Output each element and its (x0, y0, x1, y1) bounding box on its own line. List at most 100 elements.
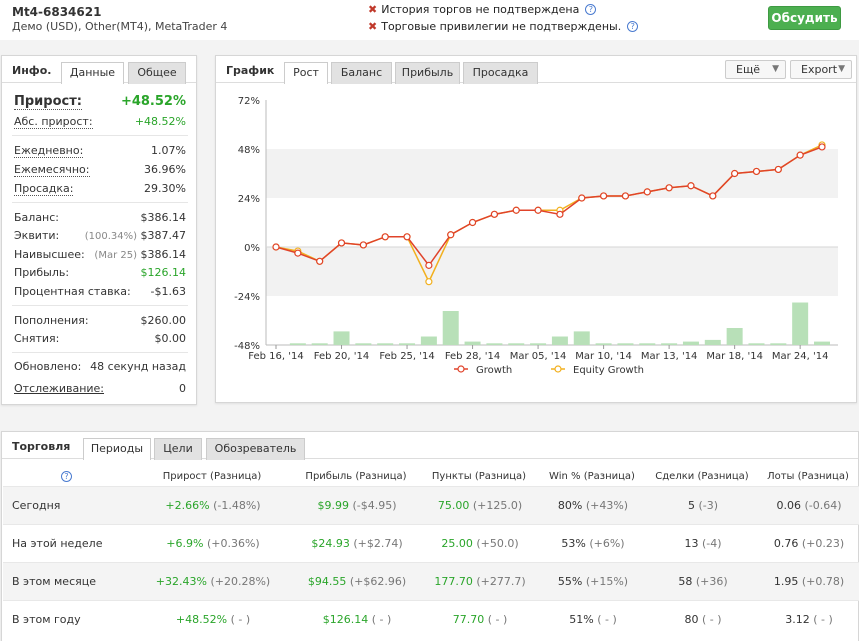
deposits-value: $260.00 (140, 314, 187, 327)
volume-bar (748, 343, 765, 345)
volume-bar (530, 343, 547, 345)
info-title: Инфо. (12, 64, 52, 77)
equity-label: Эквити: (14, 229, 60, 242)
cell-win: 53% (+6%) (523, 537, 663, 550)
cell-profit: $94.55 (+$62.96) (287, 575, 427, 588)
profit-diff: (-$4.95) (352, 499, 397, 512)
x-tick-label: Mar 10, '14 (575, 351, 632, 362)
divider (12, 352, 188, 353)
account-header: Mt4-6834621 Демо (USD), Other(MT4), Meta… (0, 0, 859, 40)
equity-value: $387.47 (140, 229, 187, 242)
cross-icon: ✖ (368, 20, 378, 33)
cell-lots: 1.95 (+0.78) (739, 575, 859, 588)
series-point (403, 233, 411, 241)
gain-label: Прирост: (14, 94, 82, 110)
col-lots: Лоты (Разница) (767, 471, 849, 482)
profit-diff: (+$62.96) (349, 575, 407, 588)
period-label: В этом месяце (12, 575, 96, 588)
updated-label: Обновлено: (14, 360, 82, 373)
col-gain: Прирост (Разница) (162, 471, 262, 482)
profit-value: $9.99 (317, 499, 349, 512)
highest-label: Наивысшее: (14, 248, 85, 261)
account-subtitle: Демо (USD), Other(MT4), MetaTrader 4 (12, 20, 228, 33)
period-label: В этом году (12, 613, 81, 626)
tab-growth[interactable]: Рост (284, 62, 328, 84)
tab-data[interactable]: Данные (61, 62, 124, 84)
discuss-button[interactable]: Обсудить (768, 6, 841, 30)
trades-diff: ( - ) (701, 613, 722, 626)
volume-bar (420, 336, 437, 345)
series-point (796, 151, 804, 159)
series-point (556, 210, 564, 218)
volume-bar (486, 343, 503, 345)
trades-diff: (+36) (695, 575, 728, 588)
trades-value: 80 (684, 613, 699, 626)
volume-bar (661, 343, 678, 345)
tab-balance[interactable]: Баланс (331, 62, 392, 84)
x-tick-label: Mar 05, '14 (510, 351, 567, 362)
tab-browser[interactable]: Обозреватель (206, 438, 305, 460)
tab-general[interactable]: Общее (128, 62, 186, 84)
help-icon[interactable]: ? (585, 4, 597, 15)
chevron-down-icon: ▼ (838, 64, 845, 74)
profit-value: $126.14 (140, 266, 187, 279)
gain-diff: ( - ) (230, 613, 251, 626)
export-dropdown[interactable]: Export ▼ (790, 60, 852, 79)
tracking-link[interactable]: Отслеживание: (14, 382, 105, 395)
export-label: Export (801, 63, 838, 76)
tab-goals[interactable]: Цели (154, 438, 202, 460)
volume-bar (399, 343, 416, 345)
monthly-label: Ежемесячно: (14, 163, 90, 177)
graph-title: График (226, 64, 275, 77)
x-tick-label: Mar 13, '14 (641, 351, 698, 362)
volume-bar (639, 343, 656, 345)
series-point (600, 192, 608, 200)
col-win: Win % (Разница) (549, 471, 635, 482)
col-pips: Пункты (Разница) (431, 471, 527, 482)
cell-pips: 75.00 (+125.0) (410, 499, 550, 512)
cell-profit: $9.99 (-$4.95) (287, 499, 427, 512)
balance-value: $386.14 (140, 211, 187, 224)
tab-profit[interactable]: Прибыль (395, 62, 460, 84)
highest-value: $386.14 (140, 248, 187, 261)
cell-pips: 25.00 (+50.0) (410, 537, 550, 550)
cell-gain: +48.52% ( - ) (143, 613, 283, 626)
info-panel: Инфо. Данные Общее Прирост: +48.52% Абс.… (1, 55, 197, 405)
x-tick-label: Feb 25, '14 (379, 351, 434, 362)
interest-value: -$1.63 (150, 285, 186, 298)
series-point (578, 194, 586, 202)
trades-value: 13 (684, 537, 699, 550)
help-icon[interactable]: ? (627, 21, 639, 32)
series-point (665, 184, 673, 192)
cell-win: 51% ( - ) (523, 613, 663, 626)
volume-bar (704, 339, 721, 345)
win-value: 53% (561, 537, 586, 550)
profit-value: $94.55 (307, 575, 347, 588)
warning-history: ✖ История торгов не подтверждена? (368, 3, 597, 16)
series-point (818, 143, 826, 151)
profit-diff: (+$2.74) (353, 537, 403, 550)
cell-gain: +32.43% (+20.28%) (143, 575, 283, 588)
gain-diff: (+0.36%) (206, 537, 260, 550)
volume-bar (573, 331, 590, 345)
tab-drawdown[interactable]: Просадка (463, 62, 538, 84)
y-tick-label: 0% (244, 243, 260, 254)
tab-periods[interactable]: Периоды (83, 438, 151, 460)
y-tick-label: 48% (238, 145, 260, 156)
help-icon[interactable]: ? (61, 471, 72, 482)
y-tick-label: 72% (238, 96, 260, 107)
profit-value: $24.93 (311, 537, 350, 550)
cell-lots: 3.12 ( - ) (739, 613, 859, 626)
series-point (468, 218, 477, 227)
legend-label: Growth (476, 365, 512, 376)
series-point (425, 278, 433, 286)
growth-chart: 72% 48% 24% 0% -24% -48% Feb 16, '14 Feb 20, '… (234, 96, 838, 376)
profit-diff: ( - ) (371, 613, 392, 626)
more-dropdown[interactable]: Ещё ▼ (725, 60, 786, 79)
y-tick-label: -24% (234, 292, 260, 303)
lots-diff: (+0.23) (801, 537, 845, 550)
win-diff: (+43%) (585, 499, 629, 512)
legend-marker (457, 365, 465, 373)
period-label: На этой неделе (12, 537, 103, 550)
x-tick-label: Feb 28, '14 (445, 351, 500, 362)
